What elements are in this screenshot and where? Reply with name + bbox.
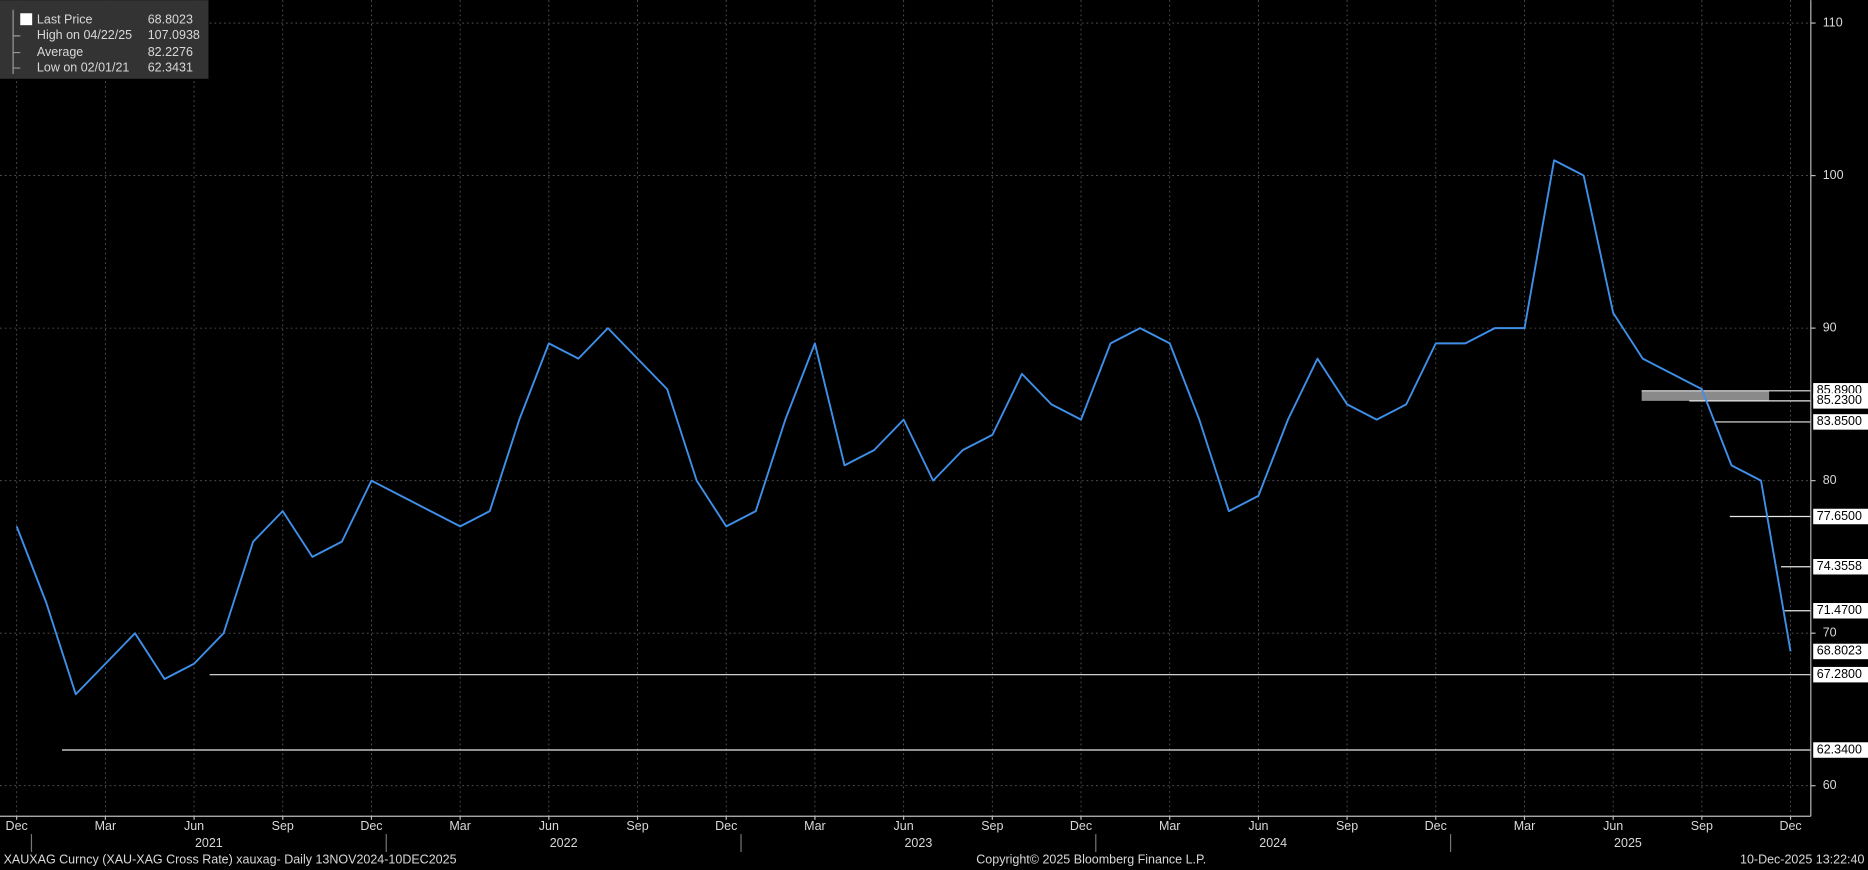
legend-label: Low on 02/01/21 [37, 60, 129, 74]
level-label: 62.3400 [1817, 742, 1862, 756]
level-tag [1813, 508, 1868, 525]
legend-value: 62.3431 [148, 60, 193, 74]
x-tick-label: Sep [626, 819, 648, 833]
last-price-tag [1813, 643, 1868, 660]
x-tick-label: Jun [184, 819, 204, 833]
level-label: 71.4700 [1817, 603, 1862, 617]
x-tick-label: Mar [1514, 819, 1536, 833]
footer-left: XAUXAG Curncy (XAU-XAG Cross Rate) xauxa… [4, 853, 457, 867]
x-tick-label: Sep [981, 819, 1003, 833]
footer-center: Copyright© 2025 Bloomberg Finance L.P. [976, 853, 1206, 867]
grid [0, 0, 1811, 817]
x-tick-label: Dec [6, 819, 28, 833]
y-tick-label: 90 [1823, 320, 1837, 334]
x-tick-label: Dec [360, 819, 382, 833]
y-tick-label: 80 [1823, 473, 1837, 487]
x-tick-label: Mar [449, 819, 471, 833]
x-tick-label: Sep [1336, 819, 1358, 833]
year-label: 2023 [904, 836, 932, 850]
last-price-label: 68.8023 [1817, 644, 1862, 658]
legend: Last Price 68.8023 High on 04/22/25 107.… [0, 0, 209, 79]
y-tick-label: 110 [1823, 15, 1843, 29]
y-tick-label: 100 [1823, 168, 1844, 182]
legend-value: 68.8023 [148, 13, 193, 27]
level-label: 67.2800 [1817, 667, 1862, 681]
x-tick-label: Jun [1248, 819, 1268, 833]
year-label: 2021 [195, 836, 223, 850]
y-tick-label: 60 [1823, 778, 1837, 792]
y-tick-label: 70 [1823, 625, 1837, 639]
x-tick-label: Mar [1159, 819, 1181, 833]
x-tick-label: Jun [539, 819, 559, 833]
legend-tree [12, 9, 21, 75]
legend-box [0, 0, 209, 79]
year-label: 2022 [550, 836, 578, 850]
x-tick-label: Mar [95, 819, 117, 833]
legend-value: 107.0938 [148, 28, 200, 42]
level-tag [1813, 558, 1868, 575]
x-tick-label: Sep [1691, 819, 1713, 833]
footer-right: 10-Dec-2025 13:22:40 [1740, 853, 1864, 867]
level-tag [1813, 603, 1868, 619]
level-tag [1813, 393, 1868, 409]
legend-label: Last Price [37, 13, 93, 27]
x-tick-label: Dec [1779, 819, 1801, 833]
axes: 60 70 80 90 100 110 Dec Mar Jun Sep Dec Mar Jun Sep De… [6, 15, 1844, 852]
x-tick-label: Dec [1425, 819, 1447, 833]
level-label: 85.2300 [1817, 393, 1862, 407]
legend-label: High on 04/22/25 [37, 28, 132, 42]
plot [15, 159, 1792, 696]
legend-label: Average [37, 45, 83, 59]
year-label: 2024 [1259, 836, 1287, 850]
x-tick-label: Mar [804, 819, 826, 833]
level-label: 83.8500 [1817, 414, 1862, 428]
x-tick-label: Sep [272, 819, 294, 833]
x-tick-label: Dec [715, 819, 737, 833]
legend-value: 82.2276 [148, 45, 193, 59]
x-tick-label: Jun [1603, 819, 1623, 833]
year-label: 2025 [1614, 836, 1642, 850]
x-tick-label: Jun [894, 819, 914, 833]
level-tag [1813, 414, 1868, 430]
level-tag [1813, 742, 1868, 758]
price-line [15, 159, 1792, 696]
level-tag [1813, 666, 1868, 683]
x-tick-label: Dec [1070, 819, 1092, 833]
legend-swatch [20, 13, 33, 26]
level-label: 77.6500 [1817, 509, 1862, 523]
level-label: 74.3558 [1817, 559, 1862, 573]
